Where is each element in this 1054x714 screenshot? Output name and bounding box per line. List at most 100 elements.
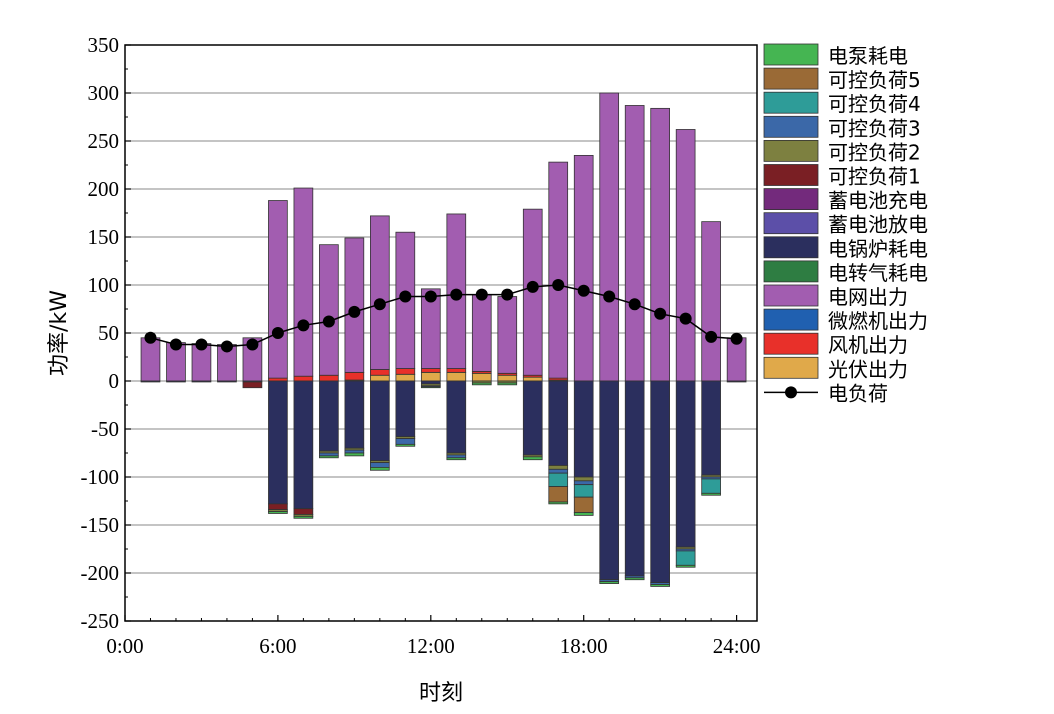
load-point: [373, 298, 386, 311]
legend-swatch: [763, 188, 819, 211]
bar-segment: [370, 215, 390, 370]
bar-segment: [319, 452, 339, 457]
bar-segment: [344, 237, 365, 373]
load-point: [501, 288, 514, 301]
bar-segment: [548, 501, 569, 505]
bar-segment: [675, 380, 696, 548]
bar-segment: [573, 484, 594, 498]
legend-label: 电转气耗电: [828, 261, 928, 285]
legend-label: 光伏出力: [828, 357, 908, 381]
legend-swatch: [763, 212, 819, 235]
bar-segment: [344, 380, 365, 449]
load-point: [628, 298, 641, 311]
bar-segment: [675, 550, 696, 566]
y-tick-label: -150: [81, 513, 120, 537]
y-axis-label: 功率/kW: [47, 290, 72, 376]
legend-label: 微燃机出力: [828, 309, 928, 333]
bar-segment: [650, 380, 670, 584]
load-point: [705, 330, 718, 343]
load-line: [150, 284, 737, 348]
load-point: [679, 312, 692, 325]
legend-label: 电负荷: [828, 381, 888, 405]
bar-segment: [573, 512, 594, 516]
bar-segment: [522, 380, 543, 456]
bar-segment: [573, 496, 594, 513]
bar-segment: [471, 372, 492, 382]
load-point: [475, 288, 488, 301]
legend-label: 电锅炉耗电: [828, 237, 928, 261]
y-tick-label: 50: [98, 321, 119, 345]
bar-segment: [548, 486, 569, 503]
bar-segment: [293, 380, 314, 510]
bar-segment: [726, 380, 747, 383]
load-line-layer: [144, 279, 743, 353]
bar-segment: [319, 244, 339, 376]
x-tick-label: 6:00: [259, 634, 296, 658]
legend: 电泵耗电可控负荷5可控负荷4可控负荷3可控负荷2可控负荷1蓄电池充电蓄电池放电电…: [763, 43, 928, 405]
bar-segment: [522, 376, 543, 382]
legend-swatch: [763, 284, 819, 307]
bar-segment: [370, 374, 390, 382]
legend-label: 电网出力: [828, 285, 908, 309]
bar-segment: [344, 449, 365, 454]
load-point: [399, 290, 412, 303]
legend-swatch: [763, 260, 819, 283]
load-point: [195, 338, 208, 351]
bar-segment: [268, 377, 288, 382]
bar-segment: [191, 380, 212, 383]
bar-segment: [548, 161, 569, 379]
bar-segment: [268, 200, 288, 379]
bar-segment: [395, 380, 416, 438]
bar-segment: [319, 380, 339, 452]
bar-segment: [293, 187, 314, 377]
bar-segment: [446, 371, 467, 382]
bar-segment: [344, 452, 365, 457]
bar-segment: [446, 457, 467, 461]
bar-segment: [497, 296, 518, 374]
y-tick-label: 200: [88, 177, 120, 201]
bar-segment: [522, 456, 543, 461]
bar-segment: [166, 380, 186, 383]
load-point: [552, 279, 565, 291]
bar-segment: [599, 92, 620, 382]
bar-segment: [650, 107, 670, 382]
bar-segment: [420, 380, 441, 385]
legend-label: 可控负荷4: [828, 92, 921, 116]
load-point: [654, 307, 667, 320]
load-point: [603, 290, 616, 303]
bar-layer: [140, 92, 747, 587]
bar-segment: [624, 380, 645, 577]
load-point: [322, 315, 335, 328]
y-tick-label: -50: [91, 417, 119, 441]
load-point: [297, 319, 310, 332]
load-point: [220, 340, 233, 353]
bar-segment: [395, 368, 416, 375]
bar-segment: [242, 381, 263, 389]
legend-label: 风机出力: [828, 333, 908, 357]
bar-segment: [420, 371, 441, 382]
bar-segment: [319, 374, 339, 382]
bar-segment: [573, 380, 594, 478]
bar-segment: [650, 584, 670, 587]
y-tick-label: -200: [81, 561, 120, 585]
bar-segment: [548, 472, 569, 488]
bar-segment: [293, 508, 314, 515]
y-tick-label: 250: [88, 129, 120, 153]
x-tick-label: 24:00: [713, 634, 761, 658]
bar-segment: [395, 373, 416, 382]
bar-segment: [370, 462, 390, 468]
x-tick-label: 0:00: [106, 634, 143, 658]
x-axis-label: 时刻: [419, 681, 463, 706]
bar-segment: [497, 374, 518, 382]
load-point: [348, 305, 361, 318]
legend-label: 电泵耗电: [828, 44, 908, 68]
bar-segment: [370, 369, 390, 376]
bar-segment: [217, 380, 237, 383]
legend-label: 可控负荷5: [828, 68, 921, 92]
bar-segment: [624, 577, 645, 581]
load-point: [271, 327, 284, 339]
bar-segment: [293, 515, 314, 519]
legend-label: 蓄电池放电: [828, 213, 928, 237]
bar-segment: [573, 480, 594, 486]
bar-segment: [471, 294, 492, 372]
